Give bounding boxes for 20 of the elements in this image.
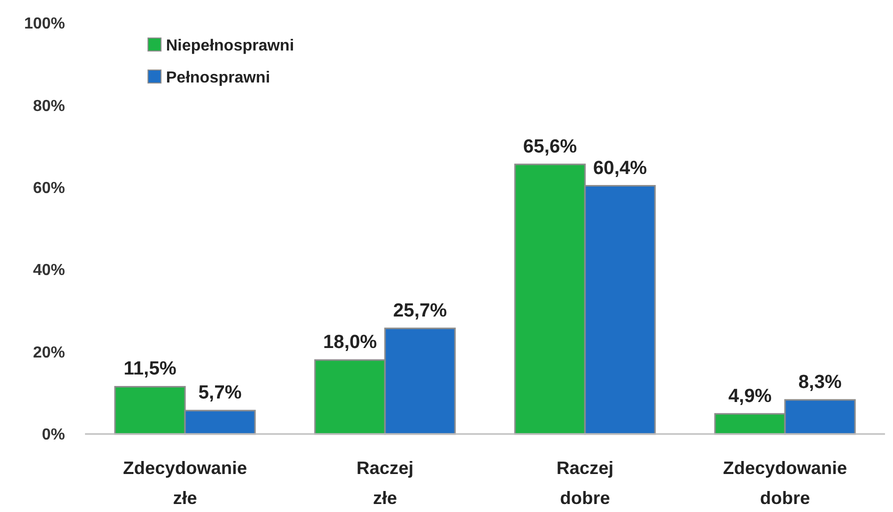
y-tick-label: 60% — [32, 180, 65, 197]
y-tick-label: 40% — [32, 262, 65, 280]
data-label: 4,9% — [728, 386, 772, 407]
legend-label: Pełnosprawni — [166, 70, 270, 87]
y-tick-label: 20% — [32, 344, 65, 362]
data-label: 18,0% — [323, 332, 378, 354]
x-tick-label: Zdecydowanie złe — [122, 458, 248, 508]
x-tick-label: Zdecydowanie dobre — [722, 458, 848, 508]
data-label: 25,7% — [393, 300, 448, 322]
data-label: 65,6% — [523, 136, 578, 158]
data-label: 8,3% — [798, 372, 842, 393]
x-tick-label: Raczej dobre — [556, 458, 614, 508]
data-label: 60,4% — [593, 158, 648, 179]
y-tick-label: 80% — [32, 98, 65, 115]
data-label: 11,5% — [124, 358, 177, 380]
y-tick-label: 100% — [24, 16, 65, 33]
data-label: 5,7% — [198, 382, 242, 404]
y-tick-label: 0% — [42, 426, 65, 444]
legend-label: Niepełnosprawni — [166, 38, 294, 55]
x-tick-label: Raczej złe — [356, 458, 414, 508]
